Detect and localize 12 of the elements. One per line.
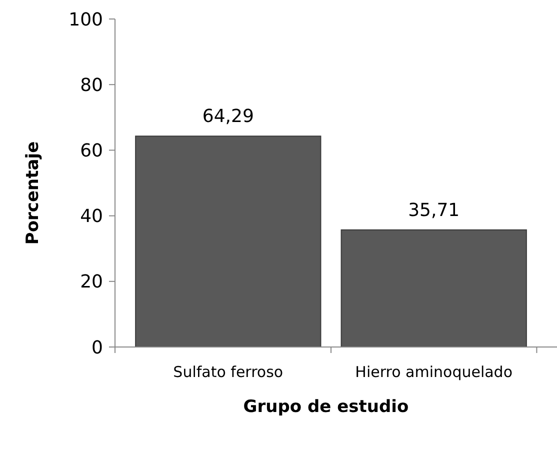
y-tick-label: 20 [80,272,103,293]
data-label: 64,29 [202,106,254,128]
y-tick-label: 40 [80,206,103,228]
x-tick-label: Sulfato ferroso [173,363,284,381]
y-tick-label: 60 [80,140,103,162]
y-tick-label: 0 [92,337,103,358]
x-axis-title: Grupo de estudio [243,397,409,417]
y-tick-label: 80 [80,74,103,96]
data-label: 35,71 [408,200,460,221]
y-tick-label: 100 [68,9,103,30]
x-tick-label: Hierro aminoquelado [355,363,513,381]
y-axis-title: Porcentaje [23,141,43,245]
